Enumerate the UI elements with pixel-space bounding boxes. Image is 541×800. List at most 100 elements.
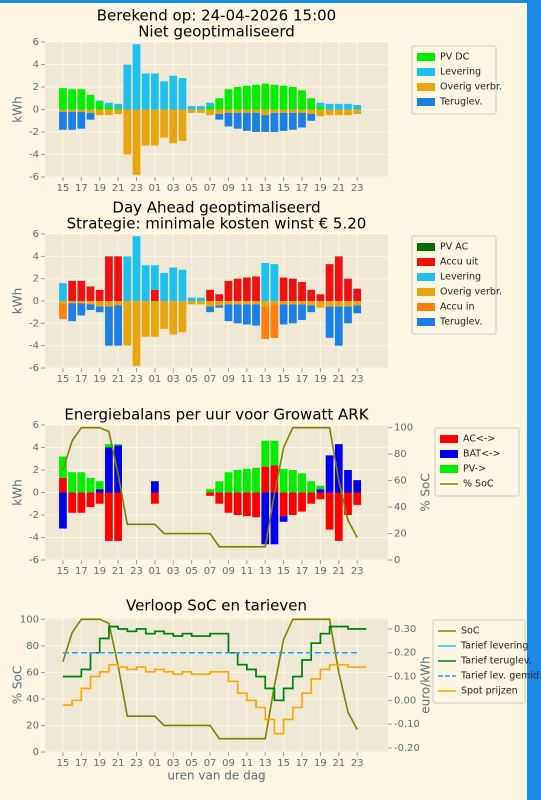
bar: [224, 492, 233, 513]
y-tick-label: 6: [33, 37, 39, 48]
bar: [77, 109, 86, 112]
x-tick-label: 15: [57, 183, 70, 194]
legend-swatch: [417, 243, 435, 251]
y-tick-label: 0: [33, 488, 39, 499]
bar: [141, 109, 150, 146]
bar: [68, 492, 76, 513]
x-tick-label: 19: [93, 758, 106, 769]
bar: [206, 102, 214, 107]
bar: [233, 301, 242, 305]
y-tick-label: 40: [26, 694, 39, 705]
y-tick-label: -2: [29, 127, 39, 138]
bar: [298, 492, 306, 512]
bar: [197, 106, 205, 110]
bar: [298, 109, 306, 113]
x-tick-label: 07: [204, 183, 217, 194]
x-tick-label: 13: [259, 374, 272, 385]
legend-label: PV->: [463, 464, 486, 475]
x-tick-label: 17: [75, 374, 88, 385]
y-tick-label: 2: [33, 82, 39, 93]
bar: [114, 445, 122, 493]
y-axis-label: kWh: [11, 479, 25, 505]
bar: [187, 301, 196, 305]
x-tick-label: 11: [240, 183, 253, 194]
bar: [215, 294, 224, 301]
line: [62, 625, 367, 702]
y2-tick-label: 20: [394, 529, 407, 540]
x-tick-label: 15: [57, 566, 70, 577]
x-tick-label: 11: [240, 758, 253, 769]
line: [62, 426, 358, 548]
chart-title: Niet geoptimaliseerd: [138, 23, 295, 41]
bar: [242, 468, 251, 493]
y-tick-label: -6: [29, 555, 39, 566]
bar: [215, 492, 224, 504]
bar: [316, 294, 325, 301]
bar: [114, 103, 122, 109]
legend-box: [432, 619, 526, 704]
legend-swatch: [440, 435, 458, 443]
bar: [261, 440, 270, 467]
y2-tick-label: 40: [394, 502, 407, 513]
x-tick-label: 05: [185, 566, 198, 577]
x-tick-label: 21: [332, 566, 345, 577]
x-tick-label: 19: [314, 374, 327, 385]
legend-label: Tarief teruglev.: [460, 656, 532, 667]
x-tick-label: 05: [185, 374, 198, 385]
x-tick-label: 19: [93, 183, 106, 194]
legend-swatch: [440, 450, 458, 458]
bar: [261, 83, 270, 110]
bar: [233, 109, 242, 113]
bar: [86, 492, 95, 508]
bar: [270, 465, 279, 493]
y2-tick-label: 0.30: [394, 624, 416, 635]
bar: [344, 278, 352, 301]
bar: [160, 301, 168, 329]
x-tick-label: 23: [130, 183, 143, 194]
x-tick-label: 23: [130, 758, 143, 769]
bar: [224, 112, 233, 127]
bar: [151, 301, 159, 337]
bar: [224, 280, 233, 301]
bar: [316, 492, 325, 500]
legend-box: [434, 427, 520, 497]
bar: [123, 64, 132, 110]
bar: [279, 112, 288, 131]
bar: [105, 256, 113, 301]
bar: [316, 485, 325, 490]
bar: [187, 106, 196, 110]
y2-tick-label: 0.10: [394, 672, 416, 683]
bar: [279, 492, 288, 517]
bar: [307, 289, 316, 301]
bar: [344, 109, 352, 116]
bar: [252, 301, 260, 305]
bar: [95, 289, 104, 301]
bar: [68, 280, 76, 301]
bar: [279, 277, 288, 301]
y-tick-label: -6: [29, 363, 39, 374]
legend-label: PV DC: [440, 52, 470, 63]
bar: [334, 103, 343, 110]
bar: [105, 106, 113, 110]
y-tick-label: 4: [33, 251, 39, 262]
bar: [224, 89, 233, 110]
bar: [105, 306, 113, 346]
bar: [59, 477, 67, 493]
x-tick-label: 21: [332, 374, 345, 385]
bar: [242, 492, 251, 517]
line: [62, 618, 358, 740]
bar: [114, 301, 122, 306]
chart-title: Energiebalans per uur voor Growatt ARK: [64, 406, 369, 424]
bar: [206, 106, 214, 110]
x-tick-label: 23: [351, 566, 364, 577]
bar: [160, 109, 168, 138]
x-tick-label: 15: [277, 374, 290, 385]
bar: [224, 304, 233, 322]
x-tick-label: 17: [296, 183, 309, 194]
legend-swatch: [417, 288, 435, 296]
bar: [233, 87, 242, 110]
bar: [105, 301, 113, 307]
x-tick-label: 15: [277, 758, 290, 769]
bar: [252, 84, 260, 110]
bar: [307, 114, 316, 121]
